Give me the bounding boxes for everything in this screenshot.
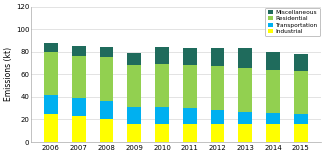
Bar — [127, 124, 141, 142]
Bar — [294, 71, 308, 114]
Bar — [183, 124, 197, 142]
Bar — [155, 47, 169, 64]
Bar — [155, 107, 169, 124]
Bar — [44, 95, 58, 114]
Bar — [183, 65, 197, 108]
Bar — [238, 48, 252, 68]
Bar — [72, 46, 86, 56]
Bar — [211, 111, 224, 124]
Y-axis label: Emissions (kt): Emissions (kt) — [4, 47, 13, 101]
Bar — [72, 56, 86, 98]
Bar — [266, 70, 280, 113]
Bar — [211, 48, 224, 66]
Bar — [44, 43, 58, 52]
Bar — [266, 52, 280, 70]
Bar — [266, 113, 280, 124]
Bar — [127, 107, 141, 124]
Bar — [183, 108, 197, 124]
Bar — [127, 53, 141, 65]
Bar — [294, 54, 308, 71]
Bar — [44, 52, 58, 95]
Bar — [211, 124, 224, 142]
Bar — [99, 58, 113, 101]
Bar — [99, 120, 113, 142]
Bar — [238, 68, 252, 112]
Bar — [294, 124, 308, 142]
Bar — [266, 124, 280, 142]
Bar — [294, 114, 308, 124]
Bar — [155, 124, 169, 142]
Bar — [72, 98, 86, 116]
Bar — [99, 101, 113, 120]
Bar — [211, 66, 224, 111]
Bar — [238, 124, 252, 142]
Bar — [183, 48, 197, 65]
Bar — [99, 47, 113, 58]
Bar — [44, 114, 58, 142]
Bar — [155, 64, 169, 107]
Bar — [238, 112, 252, 124]
Legend: Miscellaneous, Residential, Transportation, Industrial: Miscellaneous, Residential, Transportati… — [265, 8, 320, 36]
Bar — [72, 116, 86, 142]
Bar — [127, 65, 141, 107]
